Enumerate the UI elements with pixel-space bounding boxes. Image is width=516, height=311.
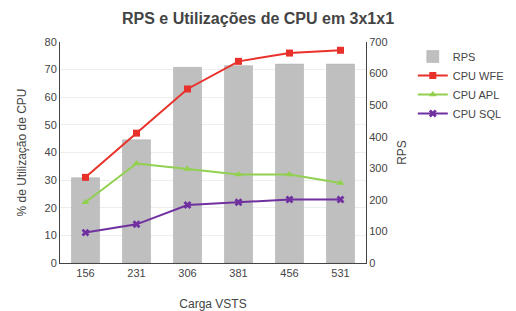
svg-text:400: 400 [369, 131, 387, 143]
svg-text:Carga VSTS: Carga VSTS [179, 297, 246, 311]
svg-text:231: 231 [127, 267, 145, 279]
svg-text:CPU WFE: CPU WFE [453, 70, 504, 82]
svg-text:40: 40 [45, 146, 57, 158]
svg-text:RPS: RPS [395, 140, 409, 165]
svg-text:RPS: RPS [453, 51, 476, 63]
svg-text:60: 60 [45, 91, 57, 103]
svg-text:300: 300 [369, 162, 387, 174]
svg-text:30: 30 [45, 174, 57, 186]
svg-text:70: 70 [45, 63, 57, 75]
svg-text:381: 381 [229, 267, 247, 279]
svg-text:100: 100 [369, 225, 387, 237]
svg-text:600: 600 [369, 67, 387, 79]
svg-text:CPU APL: CPU APL [453, 89, 499, 101]
svg-text:50: 50 [45, 119, 57, 131]
svg-text:456: 456 [280, 267, 298, 279]
svg-text:531: 531 [331, 267, 349, 279]
svg-text:80: 80 [45, 36, 57, 48]
svg-text:10: 10 [45, 229, 57, 241]
svg-text:500: 500 [369, 99, 387, 111]
svg-text:156: 156 [76, 267, 94, 279]
svg-text:0: 0 [51, 257, 57, 269]
svg-text:20: 20 [45, 202, 57, 214]
svg-text:306: 306 [178, 267, 196, 279]
svg-text:% de Utilização de CPU: % de Utilização de CPU [15, 88, 29, 216]
svg-text:CPU SQL: CPU SQL [453, 108, 501, 120]
svg-text:200: 200 [369, 194, 387, 206]
svg-text:700: 700 [369, 36, 387, 48]
svg-text:0: 0 [369, 257, 375, 269]
svg-text:RPS e Utilizações de CPU em 3x: RPS e Utilizações de CPU em 3x1x1 [122, 10, 394, 27]
